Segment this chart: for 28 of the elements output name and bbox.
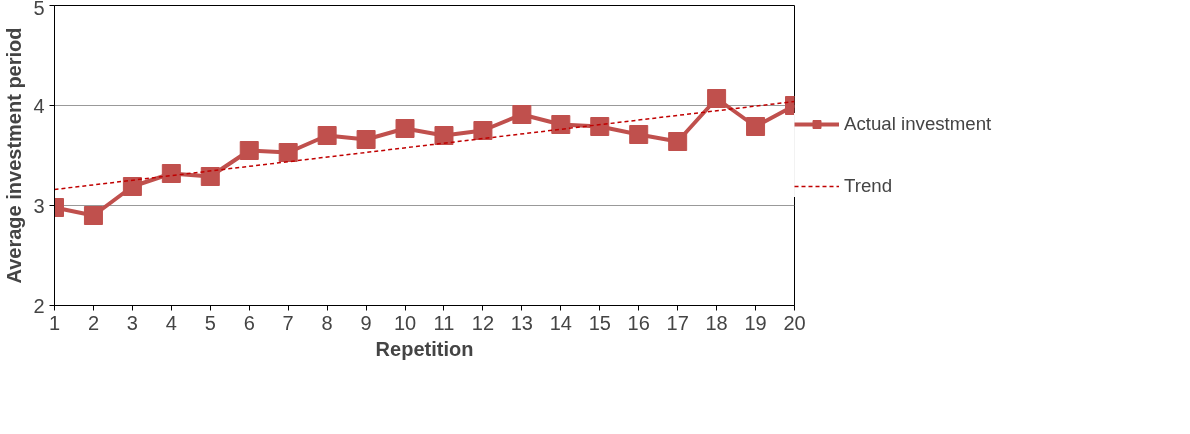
x-tick-label: 8 xyxy=(321,311,333,334)
x-tick-label: 10 xyxy=(393,311,417,334)
y-tick-label: 2 xyxy=(33,294,45,317)
x-tick-label: 7 xyxy=(282,311,294,334)
x-tick-label: 6 xyxy=(243,311,255,334)
x-tick-label: 17 xyxy=(666,311,689,334)
x-tick-label: 19 xyxy=(744,311,767,334)
legend-label: Actual investment xyxy=(844,113,992,135)
x-tick-label: 1 xyxy=(48,311,61,334)
x-tick-label: 9 xyxy=(360,311,372,334)
x-tick-label: 12 xyxy=(471,311,495,334)
x-tick-label: 15 xyxy=(588,311,611,334)
x-tick-label: 20 xyxy=(783,311,806,334)
x-tick-label: 14 xyxy=(549,311,572,334)
y-tick-label: 3 xyxy=(33,194,45,217)
x-tick-label: 4 xyxy=(165,311,177,334)
x-tick-label: 3 xyxy=(126,311,138,334)
x-axis-title: Repetition xyxy=(375,337,474,360)
x-tick-label: 5 xyxy=(204,311,216,334)
y-axis-title: Average investment period xyxy=(3,27,26,284)
x-tick-label: 18 xyxy=(705,311,728,334)
x-tick-label: 16 xyxy=(627,311,650,334)
x-tick-label: 2 xyxy=(87,311,100,334)
x-tick-label: 13 xyxy=(510,311,533,334)
x-tick-label: 11 xyxy=(433,311,455,334)
y-tick-label: 5 xyxy=(33,0,45,19)
y-tick-label: 4 xyxy=(33,94,45,117)
legend-label: Trend xyxy=(844,175,893,197)
